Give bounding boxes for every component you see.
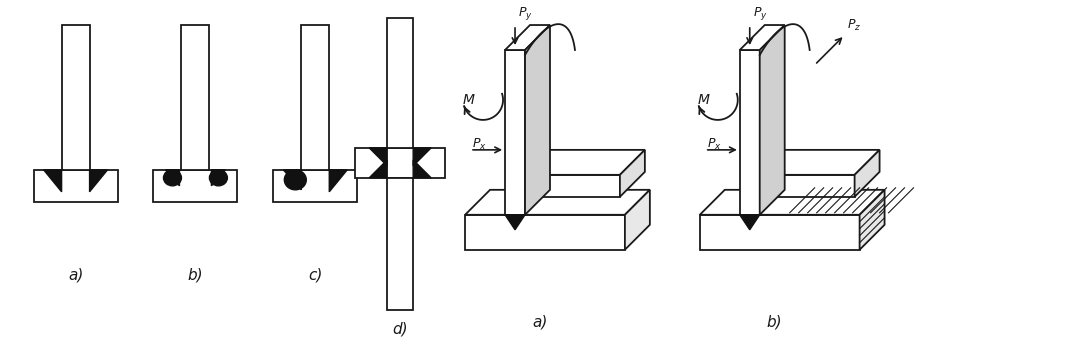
Polygon shape — [165, 170, 179, 186]
Polygon shape — [759, 150, 879, 175]
Text: b): b) — [767, 315, 783, 330]
Bar — [700, 215, 860, 250]
Polygon shape — [620, 150, 645, 197]
Text: M: M — [463, 93, 475, 107]
Polygon shape — [740, 25, 785, 50]
Text: $P_x$: $P_x$ — [472, 137, 487, 152]
Polygon shape — [505, 25, 550, 50]
Ellipse shape — [163, 170, 181, 186]
Polygon shape — [700, 190, 885, 215]
Bar — [465, 215, 625, 250]
Bar — [759, 175, 854, 197]
Text: b): b) — [188, 268, 203, 283]
Polygon shape — [414, 148, 431, 166]
Polygon shape — [329, 170, 348, 192]
Bar — [388, 178, 414, 310]
Polygon shape — [505, 215, 525, 230]
Bar — [388, 18, 414, 148]
Polygon shape — [369, 160, 388, 178]
Bar — [273, 170, 357, 202]
Polygon shape — [854, 150, 879, 197]
Bar — [740, 50, 759, 215]
Polygon shape — [283, 170, 301, 190]
Polygon shape — [759, 25, 785, 215]
Polygon shape — [525, 25, 550, 215]
Bar — [181, 25, 210, 170]
Polygon shape — [369, 148, 388, 166]
Bar — [33, 170, 118, 202]
Text: a): a) — [68, 268, 83, 283]
Polygon shape — [860, 190, 885, 250]
Text: $P_x$: $P_x$ — [706, 137, 721, 152]
Bar — [355, 148, 445, 178]
Ellipse shape — [210, 170, 228, 186]
Polygon shape — [740, 215, 759, 230]
Bar — [505, 50, 525, 215]
Bar — [525, 175, 620, 197]
Polygon shape — [465, 190, 650, 215]
Text: d): d) — [392, 322, 408, 337]
Text: $P_y$: $P_y$ — [753, 5, 768, 22]
Ellipse shape — [284, 170, 307, 190]
Bar — [153, 170, 238, 202]
Polygon shape — [43, 170, 62, 192]
Polygon shape — [90, 170, 108, 192]
Text: c): c) — [308, 268, 323, 283]
Text: $P_z$: $P_z$ — [847, 18, 861, 33]
Text: M: M — [698, 93, 710, 107]
Bar — [301, 25, 329, 170]
Text: $P_y$: $P_y$ — [518, 5, 532, 22]
Polygon shape — [625, 190, 650, 250]
Polygon shape — [414, 160, 431, 178]
Polygon shape — [525, 150, 645, 175]
Bar — [62, 25, 90, 170]
Text: a): a) — [532, 315, 548, 330]
Polygon shape — [212, 170, 226, 186]
